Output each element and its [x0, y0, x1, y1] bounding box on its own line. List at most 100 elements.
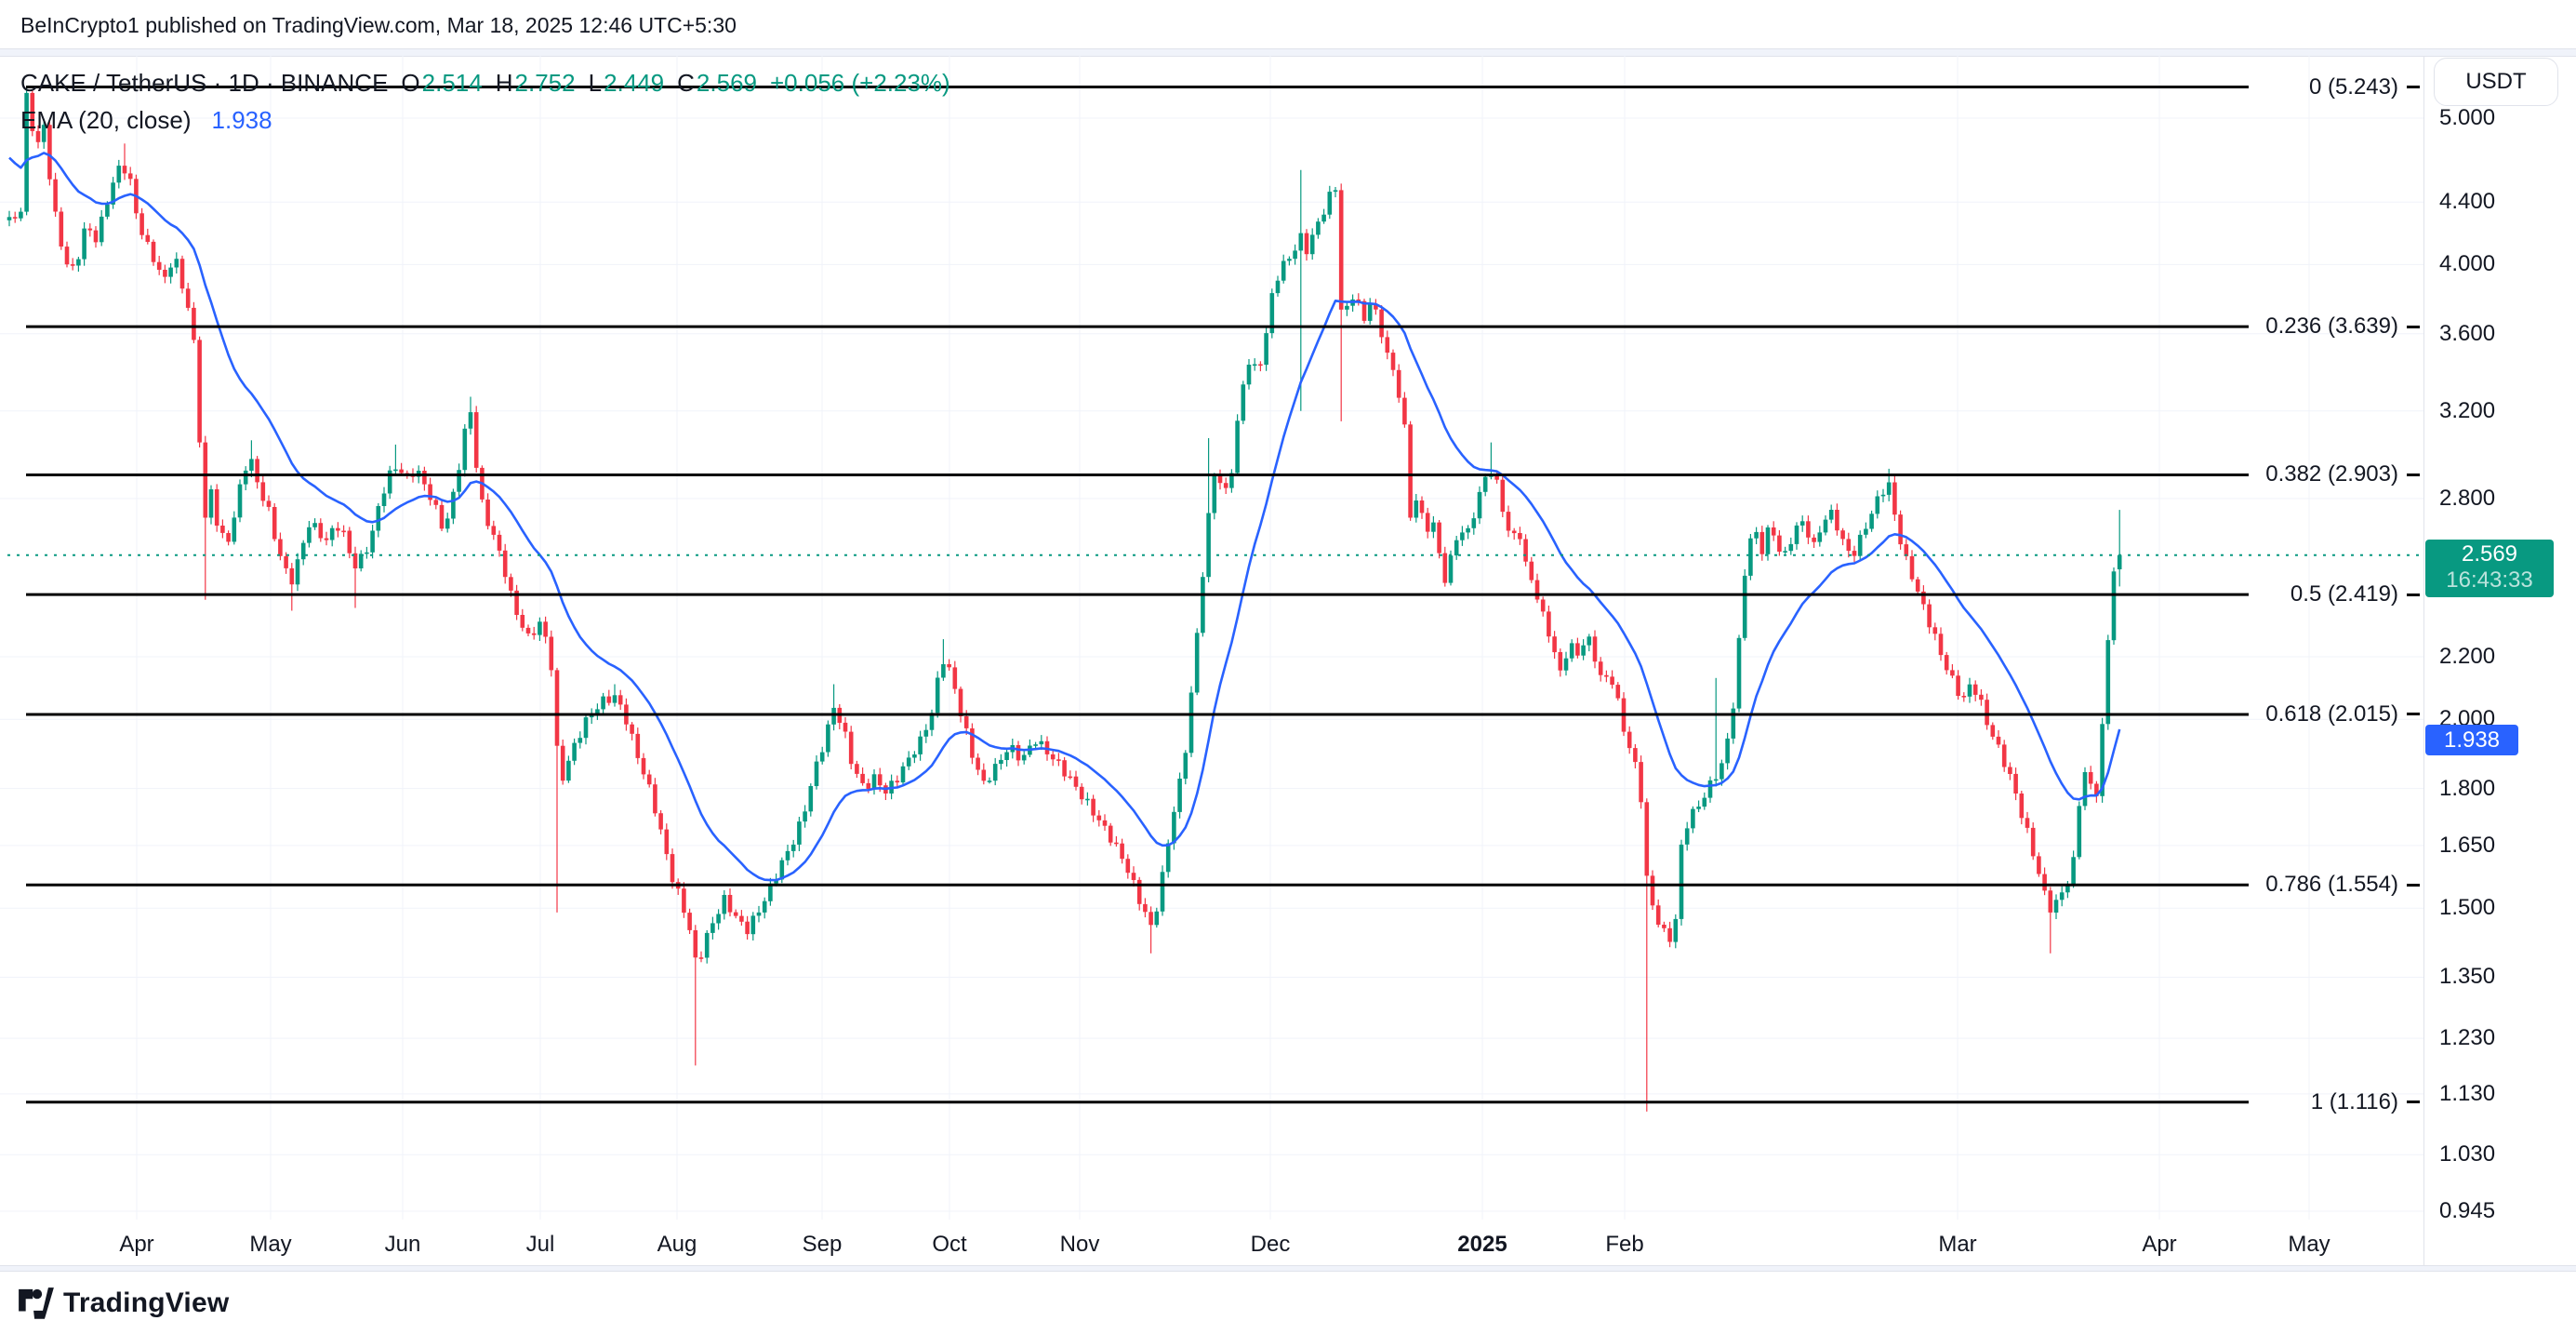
price-tick: 4.000 — [2439, 251, 2496, 277]
candle-body — [1604, 674, 1609, 677]
candle-body — [1500, 479, 1506, 513]
candle-body — [670, 854, 675, 883]
candle-body — [1212, 475, 1217, 514]
candle-body — [1731, 708, 1736, 739]
candle-body — [1788, 543, 1794, 552]
time-tick: Mar — [1938, 1232, 1977, 1257]
candle-body — [2001, 744, 2007, 767]
price-tick: 1.800 — [2439, 775, 2496, 801]
candle-body — [1598, 661, 1603, 675]
candle-body — [941, 664, 946, 678]
candle-body — [1794, 525, 1799, 544]
candle-body — [1898, 514, 1903, 545]
candle-body — [554, 670, 560, 746]
time-tick: Feb — [1605, 1232, 1644, 1257]
price-axis[interactable]: USDT 5.000 4.400 4.000 3.600 3.200 2.800 2.200… — [2423, 56, 2576, 1265]
candle-body — [1073, 776, 1079, 787]
candle-body — [255, 459, 259, 483]
candlestick-canvas[interactable] — [0, 56, 2423, 1220]
candle-body — [1679, 844, 1684, 919]
indicator-value: 1.938 — [211, 106, 272, 134]
candle-body — [1269, 293, 1275, 334]
candle-body — [848, 731, 854, 765]
candle-body — [1869, 514, 1874, 529]
candle-body — [1466, 527, 1470, 533]
candle-body — [1275, 280, 1281, 294]
candle-body — [549, 636, 554, 671]
candle-body — [99, 216, 104, 243]
candle-body — [433, 500, 439, 505]
chart-plot-area[interactable]: 0 (5.243) 0.236 (3.639) 0.382 (2.903) 0.5 (… — [0, 56, 2423, 1220]
candle-body — [324, 538, 329, 540]
candle-body — [1979, 694, 1984, 700]
candle-body — [1096, 815, 1102, 820]
indicator-legend-row[interactable]: EMA (20, close) 1.938 — [20, 106, 950, 135]
ema-line[interactable] — [8, 152, 2121, 882]
candle-body — [358, 554, 364, 568]
fib-level-label[interactable]: 0 (5.243) — [2309, 73, 2420, 101]
candle-body — [1223, 483, 1228, 488]
candle-body — [462, 428, 468, 471]
candle-body — [2008, 767, 2012, 774]
candle-body — [1367, 304, 1373, 321]
candle-body — [2117, 554, 2122, 569]
candle-body — [509, 577, 513, 591]
fib-level-label[interactable]: 1 (1.116) — [2311, 1088, 2420, 1116]
fib-level-label[interactable]: 0.382 (2.903) — [2265, 460, 2420, 488]
candle-body — [53, 179, 58, 212]
time-axis[interactable]: Apr May Jun Jul Aug Sep Oct Nov Dec 2025 Feb Mar Apr… — [0, 1220, 2423, 1265]
candle-body — [923, 729, 929, 737]
candle-body — [1309, 234, 1315, 255]
candle-body — [2088, 772, 2093, 784]
candle-body — [122, 166, 127, 174]
candle-body — [376, 506, 381, 531]
candle-body — [7, 217, 12, 220]
candle-body — [572, 742, 577, 761]
candle-body — [1252, 364, 1257, 367]
candle-body — [1627, 731, 1632, 749]
change-value: +0.056 (+2.23%) — [770, 69, 950, 97]
fib-level-label[interactable]: 0.5 (2.419) — [2291, 580, 2420, 608]
candle-body — [808, 786, 814, 812]
symbol-title[interactable]: CAKE / TetherUS · 1D · BINANCE — [20, 69, 389, 97]
candle-body — [1806, 521, 1811, 538]
tradingview-watermark[interactable]: TradingView — [19, 1287, 229, 1319]
candle-body — [1771, 527, 1776, 536]
candle-body — [491, 526, 497, 535]
candle-body — [774, 879, 778, 884]
candle-body — [538, 621, 542, 635]
candle-body — [1356, 299, 1361, 301]
candle-body — [365, 552, 369, 554]
candle-body — [929, 713, 935, 730]
currency-unit-button[interactable]: USDT — [2434, 58, 2558, 106]
price-tick: 4.400 — [2439, 189, 2496, 215]
candle-body — [1062, 760, 1067, 777]
candle-body — [1149, 912, 1153, 926]
candle-body — [1338, 190, 1344, 310]
candle-body — [1563, 658, 1569, 671]
candle-body — [1033, 744, 1038, 746]
fib-level-label[interactable]: 0.786 (1.554) — [2265, 871, 2420, 899]
candle-body — [2025, 818, 2030, 828]
candle-body — [1915, 579, 1920, 592]
candle-body — [457, 470, 461, 492]
candle-body — [2065, 884, 2070, 893]
candle-body — [641, 757, 646, 775]
candle-body — [197, 340, 202, 443]
time-tick: Oct — [932, 1232, 967, 1257]
candle-body — [1736, 637, 1742, 709]
candle-body — [1004, 752, 1009, 760]
candle-body — [612, 695, 617, 703]
candle-body — [2077, 806, 2082, 858]
candle-body — [93, 230, 99, 243]
candle-body — [1201, 577, 1205, 634]
candle-body — [1799, 521, 1805, 526]
fib-level-label[interactable]: 0.236 (3.639) — [2265, 313, 2420, 340]
candle-body — [1972, 684, 1978, 695]
fib-level-label[interactable]: 0.618 (2.015) — [2265, 700, 2420, 728]
candle-body — [116, 166, 122, 183]
candle-body — [646, 774, 652, 785]
candle-body — [428, 484, 432, 500]
